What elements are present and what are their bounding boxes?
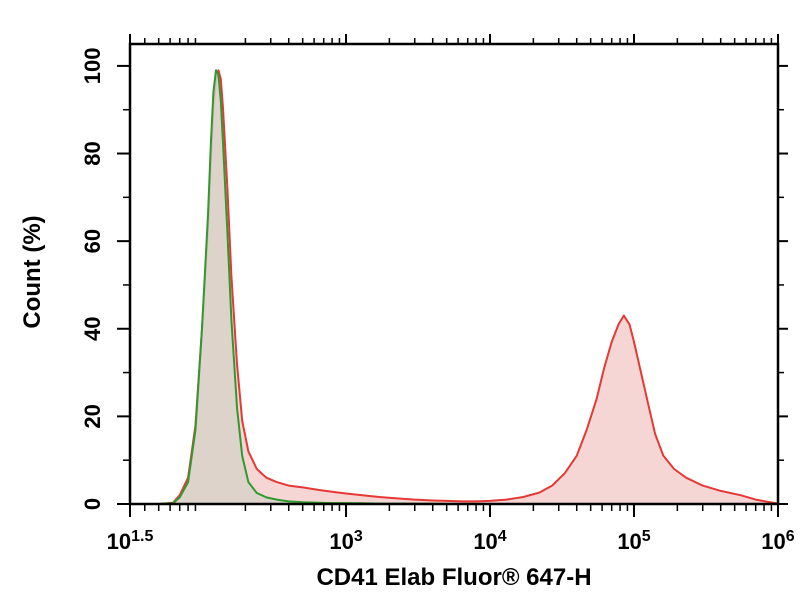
x-tick-label: 104 — [473, 528, 506, 554]
green-histogram-line — [130, 69, 464, 505]
y-axis-title: Count (%) — [19, 215, 46, 328]
x-tick-label: 106 — [761, 528, 794, 554]
series-layer — [130, 69, 779, 505]
y-tick-label: 0 — [80, 498, 105, 510]
y-tick-label: 80 — [80, 141, 105, 165]
red-histogram-fill — [130, 70, 778, 505]
ticks-layer: 101.5 103 104 105 106 0 20 40 60 80 100 — [80, 34, 795, 554]
x-axis-title: CD41 Elab Fluor® 647-H — [316, 564, 591, 591]
x-tick-label: 105 — [617, 528, 650, 554]
x-tick-label: 103 — [329, 528, 362, 554]
y-tick-label: 60 — [80, 229, 105, 253]
y-tick-label: 100 — [80, 48, 105, 85]
y-tick-label: 40 — [80, 317, 105, 341]
x-tick-label: 101.5 — [107, 528, 154, 554]
green-histogram-fill — [130, 70, 464, 505]
y-tick-label: 20 — [80, 404, 105, 428]
plot-frame — [128, 42, 780, 506]
